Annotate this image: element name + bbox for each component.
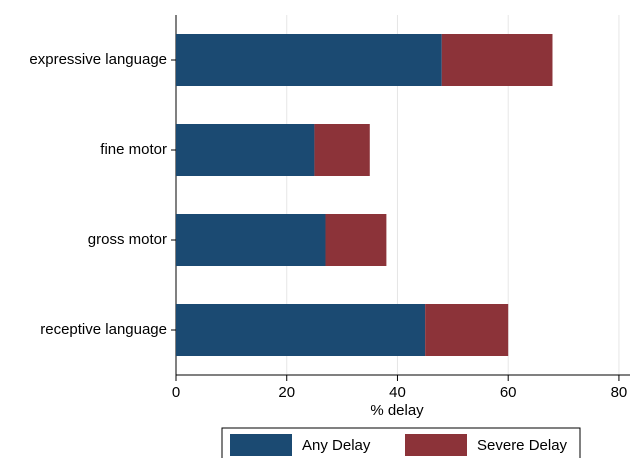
bar-segment — [425, 304, 509, 356]
legend-label: Severe Delay — [477, 437, 568, 454]
y-tick-label: receptive language — [40, 321, 167, 338]
bar-segment — [176, 214, 326, 266]
y-tick-label: expressive language — [29, 51, 167, 68]
legend-swatch — [230, 434, 292, 456]
x-tick-label: 80 — [611, 384, 628, 401]
legend-swatch — [405, 434, 467, 456]
x-tick-label: 20 — [278, 384, 295, 401]
x-tick-label: 0 — [172, 384, 180, 401]
x-axis-label: % delay — [370, 402, 424, 419]
bar-segment — [176, 304, 426, 356]
y-tick-label: fine motor — [100, 141, 167, 158]
legend-label: Any Delay — [302, 437, 371, 454]
x-tick-label: 60 — [500, 384, 517, 401]
bar-segment — [314, 124, 370, 176]
y-tick-label: gross motor — [88, 231, 167, 248]
bar-segment — [176, 124, 315, 176]
bar-segment — [176, 34, 442, 86]
bar-segment — [441, 34, 553, 86]
bar-segment — [325, 214, 387, 266]
x-tick-label: 40 — [389, 384, 406, 401]
